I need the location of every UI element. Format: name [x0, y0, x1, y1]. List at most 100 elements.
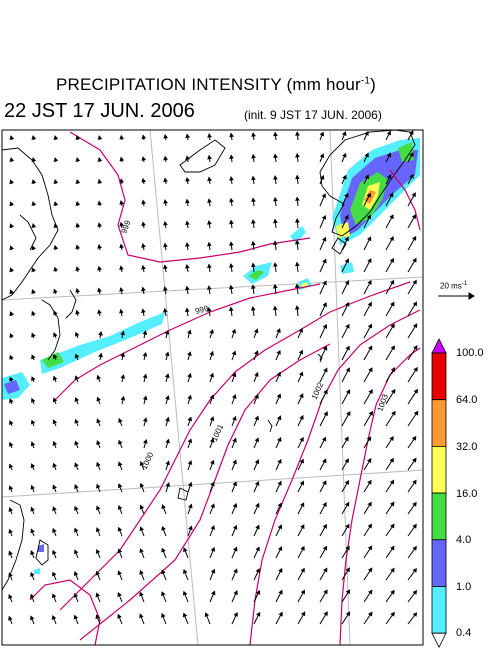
wind-vector-head: [52, 375, 58, 381]
wind-vector-head: [75, 244, 81, 250]
wind-vector-head: [254, 480, 260, 486]
wind-vector-head: [390, 523, 395, 529]
wind-vector-head: [119, 265, 124, 271]
wind-vector-head: [163, 264, 168, 270]
wind-vector-head: [341, 131, 347, 136]
pressure-label: 1000: [140, 450, 156, 470]
wind-vector-head: [277, 480, 282, 486]
wind-vector-head: [74, 505, 79, 511]
wind-vector-head: [323, 611, 328, 617]
wind-vector-head: [184, 307, 190, 313]
wind-vector-head: [31, 267, 36, 273]
wind-vector-head: [298, 371, 304, 377]
wind-vector-head: [74, 527, 79, 533]
wind-vector-head: [276, 415, 282, 421]
wind-vector-head: [73, 592, 79, 598]
wind-vector-head: [97, 178, 103, 184]
wind-vector-head: [119, 287, 124, 292]
wind-vector-head: [367, 479, 372, 485]
wind-vector-head: [163, 220, 168, 226]
wind-vector-head: [185, 220, 190, 226]
wind-vector-head: [210, 481, 215, 487]
wind-vector-head: [232, 524, 238, 530]
colorbar-level-label: 32.0: [456, 441, 478, 453]
wind-vector-head: [139, 591, 144, 597]
wind-vector-head: [295, 131, 300, 136]
wind-vector-head: [233, 611, 238, 617]
wind-vector-head: [342, 174, 347, 180]
wind-vector-head: [97, 309, 102, 314]
wind-vector-head: [8, 594, 13, 599]
wind-vector-head: [8, 485, 14, 491]
wind-vector-head: [228, 306, 234, 312]
wind-vector-head: [250, 284, 256, 289]
wind-vector-head: [299, 393, 304, 399]
wind-vector-head: [276, 328, 281, 333]
wind-vector-head: [322, 545, 328, 551]
wind-vector-head: [321, 214, 327, 220]
wind-vector-head: [412, 301, 417, 307]
wind-vector-head: [95, 614, 100, 620]
wind-vector-head: [161, 612, 166, 618]
wind-vector-head: [141, 177, 147, 183]
wind-vector-head: [165, 438, 170, 444]
wind-vector-head: [96, 461, 101, 467]
wind-vector-head: [367, 567, 373, 573]
wind-vector-head: [368, 345, 373, 351]
wind-vector-head: [161, 569, 166, 575]
wind-vector-head: [412, 479, 417, 485]
wind-vector-head: [322, 236, 327, 242]
wind-vector-head: [345, 589, 351, 595]
wind-vector-head: [141, 199, 146, 205]
wind-vector-head: [300, 589, 305, 595]
wind-vector-head: [163, 133, 169, 139]
colorbar-level-label: 1.0: [456, 581, 472, 593]
valid-time-label: 22 JST 17 JUN. 2006: [4, 100, 195, 122]
wind-vector-head: [273, 218, 278, 224]
wind-vector-head: [251, 219, 256, 224]
wind-vector-head: [231, 372, 237, 378]
wind-vector-head: [9, 267, 14, 273]
wind-vector-head: [75, 135, 81, 140]
wind-vector-head: [278, 567, 283, 573]
wind-vector-head: [412, 567, 417, 573]
wind-vector-head: [142, 351, 148, 357]
wind-vector-head: [161, 525, 166, 531]
wind-vector-head: [52, 549, 57, 555]
wind-vector-head: [367, 458, 372, 463]
wind-vector-head: [162, 307, 168, 313]
pressure-labels: 999 999 1000 1001 1002 1003: [119, 219, 390, 471]
wind-vector-head: [389, 214, 394, 220]
wind-vector-head: [97, 156, 103, 162]
wind-vector-head: [229, 263, 234, 268]
wind-vector-head: [209, 394, 215, 400]
wind-vector-head: [31, 397, 36, 403]
wind-vector-head: [273, 240, 278, 246]
wind-vector-head: [97, 265, 102, 271]
wind-vector-head: [96, 418, 101, 424]
wind-vector-head: [51, 571, 57, 577]
wind-vector-head: [322, 280, 327, 286]
wind-vector-head: [389, 501, 395, 507]
wind-vector-head: [255, 546, 260, 552]
wind-vector-head: [345, 567, 350, 573]
wind-vector-head: [9, 179, 14, 185]
wind-vector-head: [30, 484, 35, 490]
wind-vector-head: [119, 200, 125, 205]
wind-vector-head: [345, 301, 350, 307]
wind-vector-head: [344, 479, 350, 485]
wind-vector-head: [74, 440, 79, 446]
wind-vector-head: [141, 221, 146, 227]
wind-vector-head: [207, 263, 212, 269]
wind-vector-head: [389, 479, 395, 485]
wind-vector-head: [187, 372, 192, 378]
wind-vector-head: [118, 439, 123, 445]
wind-vector-head: [364, 152, 369, 158]
wind-vector-head: [141, 134, 147, 140]
wind-vector-head: [142, 417, 148, 423]
wind-vector-head: [74, 549, 79, 555]
map-area: [2, 130, 423, 645]
wind-vector-head: [9, 223, 14, 229]
wind-vector-head: [95, 592, 101, 598]
wind-vector-head: [323, 411, 328, 417]
